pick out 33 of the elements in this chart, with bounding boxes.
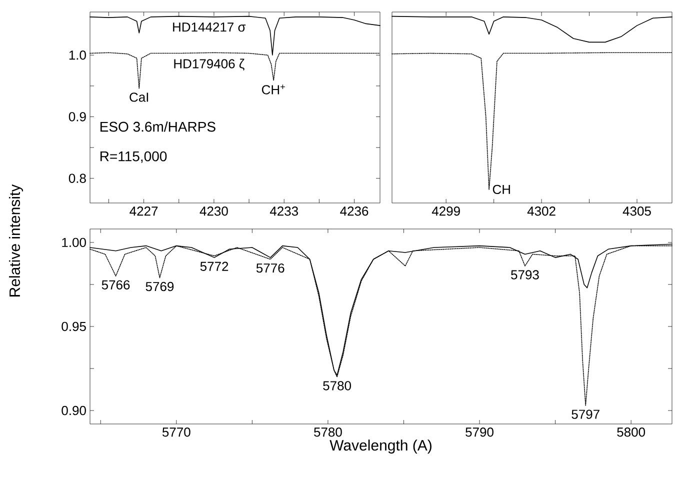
- x-tick-label: 5800: [617, 428, 646, 437]
- annotation: 5769: [146, 282, 174, 292]
- x-axis-title: Wavelength (A): [330, 440, 432, 454]
- annotation: CH$^{+}$: [262, 84, 285, 94]
- x-tick-label: 4230: [200, 206, 228, 216]
- y-tick-label: 0.90: [62, 406, 86, 416]
- y-tick-label: 0.8: [68, 174, 86, 183]
- annotation: ESO 3.6m/HARPS: [100, 121, 216, 132]
- y-tick-label: 1.00: [62, 238, 86, 248]
- x-tick-label: 4236: [340, 206, 368, 216]
- legend-label: HD144217 σ: [173, 22, 246, 32]
- y-axis-title: Relative intensity: [9, 184, 23, 296]
- annotation: 5793: [511, 270, 539, 280]
- x-tick-label: 5780: [314, 428, 342, 437]
- x-tick-label: 4305: [622, 206, 651, 216]
- annotation: CH: [492, 184, 510, 194]
- y-tick-label: 1.0: [69, 50, 86, 60]
- annotation: 5766: [102, 280, 130, 290]
- x-tick-label: 4233: [270, 206, 298, 216]
- annotation: R=115,000: [100, 151, 167, 163]
- annotation: CaI: [130, 92, 148, 102]
- annotation: 5776: [256, 263, 284, 273]
- x-tick-label: 5770: [162, 428, 190, 437]
- x-tick-label: 5790: [466, 428, 494, 437]
- x-tick-label: 4227: [130, 206, 158, 216]
- annotation: 5797: [572, 410, 600, 419]
- annotation: 5772: [200, 262, 228, 271]
- annotation: 5780: [323, 381, 352, 390]
- y-tick-label: 0.95: [62, 322, 86, 332]
- x-tick-label: 4302: [527, 206, 556, 216]
- x-tick-label: 4299: [432, 206, 460, 216]
- series-label: HD179406 ζ: [174, 58, 244, 70]
- y-tick-label: 0.9: [68, 112, 86, 122]
